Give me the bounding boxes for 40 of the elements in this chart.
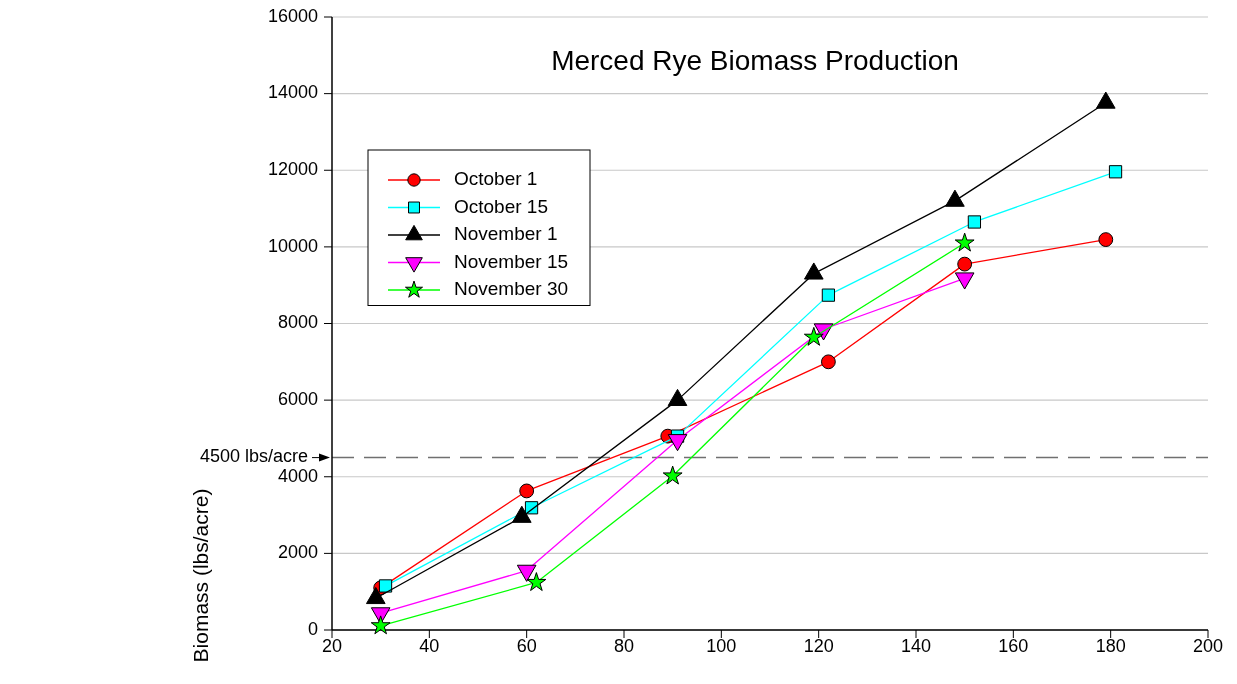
y-tick-label: 0 xyxy=(307,618,318,639)
y-tick-label: 10000 xyxy=(267,235,318,256)
y-tick-label: 12000 xyxy=(267,159,318,179)
point xyxy=(957,256,973,272)
y-axis-title: Biomass (lbs/acre) xyxy=(189,488,212,663)
point xyxy=(370,615,391,635)
legend-label: October 1 xyxy=(454,168,538,190)
x-tick-label: 140 xyxy=(900,636,932,656)
y-tick-label: 8000 xyxy=(277,312,318,333)
ref-line-label: 4500 lbs/acre xyxy=(199,446,308,467)
y-tick-label: 14000 xyxy=(267,82,318,103)
x-tick-label: 160 xyxy=(998,636,1029,656)
point xyxy=(378,579,393,593)
legend-label: October 15 xyxy=(454,195,548,217)
point xyxy=(519,483,535,499)
point xyxy=(821,288,836,302)
y-tick-label: 6000 xyxy=(277,388,318,409)
point xyxy=(820,354,836,370)
x-tick-label: 60 xyxy=(516,636,537,656)
legend-label: November 1 xyxy=(454,223,558,245)
point xyxy=(803,326,824,346)
text: Merced Rye Biomass Production xyxy=(551,45,959,76)
x-tick-label: 80 xyxy=(613,636,635,656)
x-tick-label: 40 xyxy=(419,636,440,656)
point xyxy=(954,232,975,252)
legend-label: November 15 xyxy=(454,250,569,272)
point xyxy=(1098,232,1114,247)
x-tick-label: 180 xyxy=(1095,636,1126,656)
x-tick-label: 200 xyxy=(1192,636,1224,656)
x-tick-label: 20 xyxy=(321,636,343,656)
point xyxy=(1108,165,1123,179)
y-tick-label: 16000 xyxy=(267,5,318,26)
point xyxy=(662,465,683,485)
legend-label: November 30 xyxy=(454,278,569,300)
x-tick-label: 100 xyxy=(706,636,737,656)
x-tick-label: 120 xyxy=(803,636,834,656)
point xyxy=(526,572,547,591)
y-tick-label: 4000 xyxy=(277,465,318,486)
y-tick-label: 2000 xyxy=(277,542,318,563)
point xyxy=(967,215,982,229)
